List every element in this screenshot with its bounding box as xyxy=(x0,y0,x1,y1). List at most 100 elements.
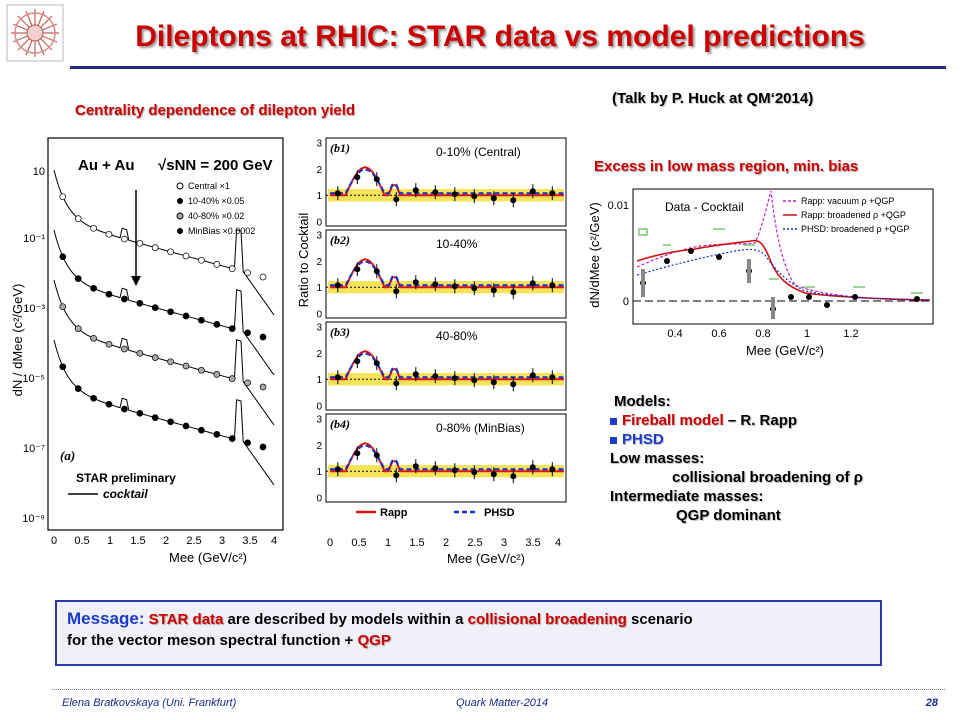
spectra-prelim: STAR preliminary xyxy=(76,471,176,485)
ratio-panel-label: 0-80% (MinBias) xyxy=(436,421,525,435)
ratio-panel-frame xyxy=(325,413,567,503)
message-highlight: STAR data xyxy=(148,611,224,628)
ratio-data-point xyxy=(549,190,556,197)
model-item-rapp-name: Fireball model xyxy=(622,412,724,429)
ratio-data-point xyxy=(393,380,400,387)
spectra-panel-tag: (a) xyxy=(60,448,75,463)
ratio-data-point xyxy=(510,381,517,388)
ratio-data-point xyxy=(529,280,536,287)
model-item-phsd-name: PHSD xyxy=(622,431,664,448)
spectra-data-point xyxy=(167,358,174,366)
ratio-phsd-curve xyxy=(330,260,564,287)
ratio-xtick: 2.5 xyxy=(467,537,482,549)
frankfurt-logo-icon xyxy=(6,4,64,62)
ratio-data-point xyxy=(510,197,517,204)
ratio-ylabel: Ratio to Cocktail xyxy=(296,213,311,308)
ratio-data-point xyxy=(334,466,341,473)
ratio-rapp-curve xyxy=(330,442,564,473)
spectra-data-point xyxy=(228,435,236,442)
excess-ytick: 0 xyxy=(623,296,629,308)
low-mass-heading: Low masses: xyxy=(610,450,705,467)
ratio-figure: Ratio to Cocktail (b1) 0-10% (Central) 0 1 2… xyxy=(296,137,567,566)
ratio-data-point xyxy=(334,190,341,197)
ratio-ytick: 3 xyxy=(316,230,322,241)
ratio-data-point xyxy=(471,193,478,200)
spectra-legend-entry: 40-80% ×0.02 xyxy=(188,211,244,221)
spectra-data-point xyxy=(59,253,67,261)
ratio-xtick: 2 xyxy=(443,537,449,549)
ratio-data-point xyxy=(354,174,361,181)
ratio-rapp-curve xyxy=(330,166,564,197)
spectra-data-point xyxy=(59,303,67,311)
spectra-data-point xyxy=(244,269,251,277)
ratio-ytick: 2 xyxy=(316,349,322,360)
spectra-data-point xyxy=(59,363,67,371)
spectra-data-point xyxy=(136,239,144,247)
spectra-data-point xyxy=(151,414,159,421)
spectra-xtick: 1 xyxy=(107,535,113,547)
message-line-2: for the vector meson spectral function +… xyxy=(67,630,870,651)
ratio-data-point xyxy=(412,463,419,470)
ratio-phsd-curve xyxy=(330,444,564,471)
ratio-legend-rapp: Rapp xyxy=(380,507,408,519)
spectra-data-point xyxy=(105,400,113,408)
ratio-data-point xyxy=(510,289,517,296)
spectra-data-point xyxy=(121,295,128,303)
spectra-data-point xyxy=(182,252,190,260)
spectra-xtick: 3.5 xyxy=(242,535,257,547)
ratio-data-point xyxy=(490,471,497,478)
ratio-data-point xyxy=(471,377,478,384)
ratio-ytick: 0 xyxy=(316,402,322,413)
model-item-rapp-author: – R. Rapp xyxy=(723,412,798,429)
spectra-legend-entry: Central ×1 xyxy=(188,181,230,191)
message-highlight: QGP xyxy=(357,632,391,649)
ratio-ytick: 1 xyxy=(316,375,322,386)
spectra-data-point xyxy=(167,248,174,256)
ratio-data-point xyxy=(471,469,478,476)
message-box: Message: STAR data are described by mode… xyxy=(55,600,882,666)
spectra-system: Au + Au xyxy=(78,157,135,174)
spectra-data-point xyxy=(90,334,97,342)
spectra-legend-entry: MinBias ×0.0002 xyxy=(188,226,255,236)
spectra-data-point xyxy=(136,299,144,307)
spectra-data-point xyxy=(213,321,221,328)
spectra-xtick: 3 xyxy=(219,535,225,547)
ratio-data-point xyxy=(490,287,497,294)
spectra-data-point xyxy=(136,349,144,357)
ratio-panel-tag: (b4) xyxy=(330,417,350,431)
ratio-ytick: 3 xyxy=(316,138,322,149)
excess-ylabel: dN/dMee (c²/GeV) xyxy=(587,202,602,307)
spectra-ytick: 10⁻³ xyxy=(23,303,45,315)
spectra-data-point xyxy=(259,443,267,451)
ratio-xtick: 1 xyxy=(385,537,391,549)
title-underline xyxy=(70,66,946,69)
ratio-data-point xyxy=(432,465,439,472)
excess-xtick: 1 xyxy=(804,328,810,340)
ratio-data-point xyxy=(529,464,536,471)
spectra-data-point xyxy=(182,312,190,320)
spectra-ylabel: dN / dMee (c²/GeV) xyxy=(10,284,25,397)
spectra-xtick: 2 xyxy=(163,535,169,547)
ratio-xtick: 1.5 xyxy=(409,537,424,549)
excess-xtick: 0.4 xyxy=(667,328,682,340)
footer-conference: Quark Matter-2014 xyxy=(456,697,549,709)
ratio-data-point xyxy=(529,188,536,195)
excess-xtick: 1.2 xyxy=(843,328,858,340)
spectra-data-point xyxy=(151,354,159,361)
spectra-ytick: 10⁻⁷ xyxy=(23,443,45,455)
spectra-data-point xyxy=(228,375,236,382)
spectra-data-point xyxy=(198,316,205,324)
ratio-data-point xyxy=(549,374,556,381)
spectra-data-point xyxy=(259,383,267,391)
spectra-data-point xyxy=(182,362,190,370)
excess-xtick: 0.6 xyxy=(711,328,726,340)
ratio-data-point xyxy=(451,283,458,290)
ratio-xtick: 3.5 xyxy=(525,537,540,549)
ratio-data-point xyxy=(490,379,497,386)
spectra-data-point xyxy=(151,304,159,311)
ratio-data-point xyxy=(432,373,439,380)
spectra-xtick: 0.5 xyxy=(74,535,89,547)
ratio-ytick: 1 xyxy=(316,191,322,202)
ratio-data-point xyxy=(354,266,361,273)
right-subtitle: Excess in low mass region, min. bias xyxy=(594,158,859,175)
